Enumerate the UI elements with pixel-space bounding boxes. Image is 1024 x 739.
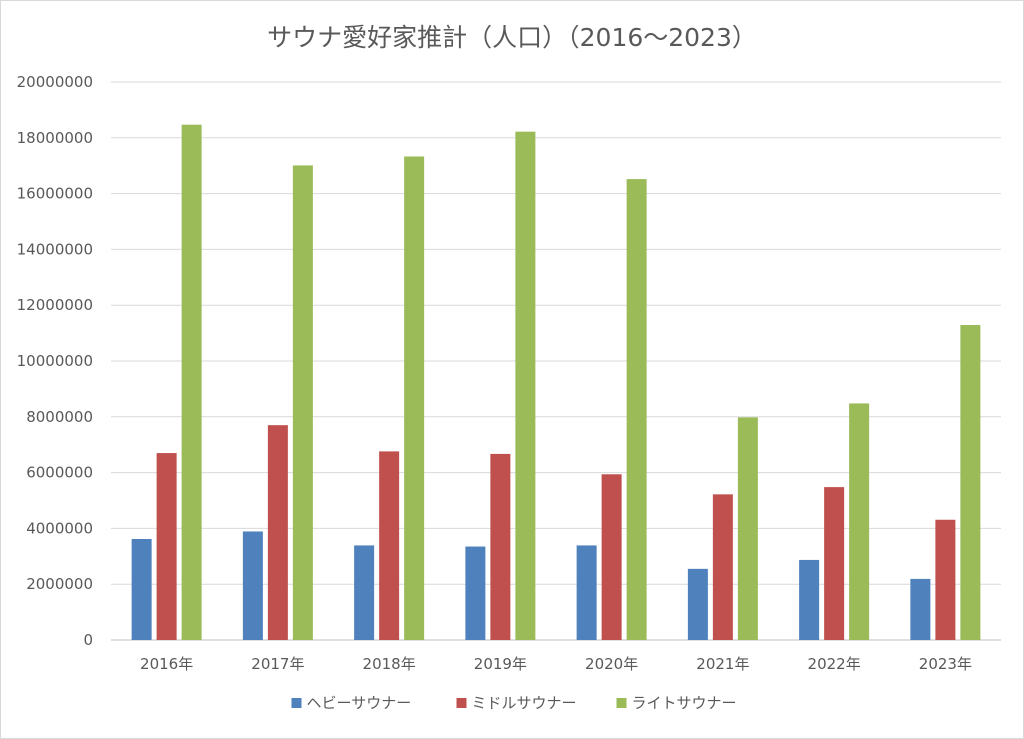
y-tick-label: 14000000	[17, 240, 93, 258]
x-tick-label: 2020年	[585, 655, 638, 673]
bar-1-2023年	[910, 578, 931, 640]
legend: ヘビーサウナー ミドルサウナー ライトサウナー	[291, 694, 737, 712]
legend-swatch	[616, 698, 627, 708]
bar-3-2017年	[292, 165, 313, 640]
x-tick-label: 2023年	[919, 655, 972, 673]
bar-1-2022年	[799, 559, 820, 640]
chart-title: サウナ愛好家推計（人口）（2016～2023）	[267, 23, 757, 52]
bar-2-2020年	[601, 474, 622, 640]
bar-2-2021年	[712, 494, 733, 640]
bar-1-2018年	[354, 545, 375, 640]
legend-label: ヘビーサウナー	[307, 694, 412, 712]
bar-1-2017年	[242, 531, 263, 640]
y-tick-label: 10000000	[17, 352, 93, 370]
y-tick-label: 4000000	[26, 519, 93, 537]
x-tick-label: 2021年	[696, 655, 749, 673]
bar-3-2021年	[737, 417, 758, 640]
x-tick-label: 2017年	[251, 655, 304, 673]
legend-label: ライトサウナー	[632, 694, 737, 712]
bar-2-2018年	[379, 451, 400, 640]
bar-2-2017年	[267, 425, 288, 640]
legend-label: ミドルサウナー	[472, 694, 577, 712]
y-tick-label: 18000000	[17, 129, 93, 147]
bar-3-2016年	[181, 124, 202, 640]
x-tick-label: 2022年	[808, 655, 861, 673]
bar-3-2022年	[849, 403, 870, 640]
y-tick-label: 16000000	[17, 185, 93, 203]
bar-2-2019年	[490, 453, 511, 640]
bar-1-2016年	[131, 539, 152, 640]
y-axis-ticks: 0 2000000 4000000 6000000 8000000 10000000 120…	[17, 73, 93, 649]
bar-3-2018年	[404, 156, 425, 641]
bar-1-2021年	[687, 568, 708, 640]
bar-1-2020年	[576, 545, 597, 640]
y-tick-label: 8000000	[26, 408, 93, 426]
x-tick-label: 2019年	[474, 655, 527, 673]
y-tick-label: 12000000	[17, 296, 93, 314]
bar-3-2023年	[960, 325, 981, 640]
bars	[131, 124, 981, 641]
legend-swatch	[456, 698, 467, 708]
bar-2-2016年	[156, 453, 177, 640]
bar-3-2019年	[515, 131, 536, 641]
x-axis-ticks: 2016年 2017年 2018年 2019年 2020年 2021年 2022年 2023年	[140, 655, 972, 673]
bar-3-2020年	[626, 179, 647, 641]
bar-2-2022年	[824, 487, 845, 640]
y-tick-label: 2000000	[26, 575, 93, 593]
y-tick-label: 20000000	[17, 73, 93, 91]
bar-1-2019年	[465, 546, 486, 640]
bar-2-2023年	[935, 519, 956, 640]
x-tick-label: 2018年	[363, 655, 416, 673]
x-tick-label: 2016年	[140, 655, 193, 673]
legend-swatch	[291, 698, 302, 708]
y-tick-label: 6000000	[26, 464, 93, 482]
y-tick-label: 0	[83, 631, 93, 649]
